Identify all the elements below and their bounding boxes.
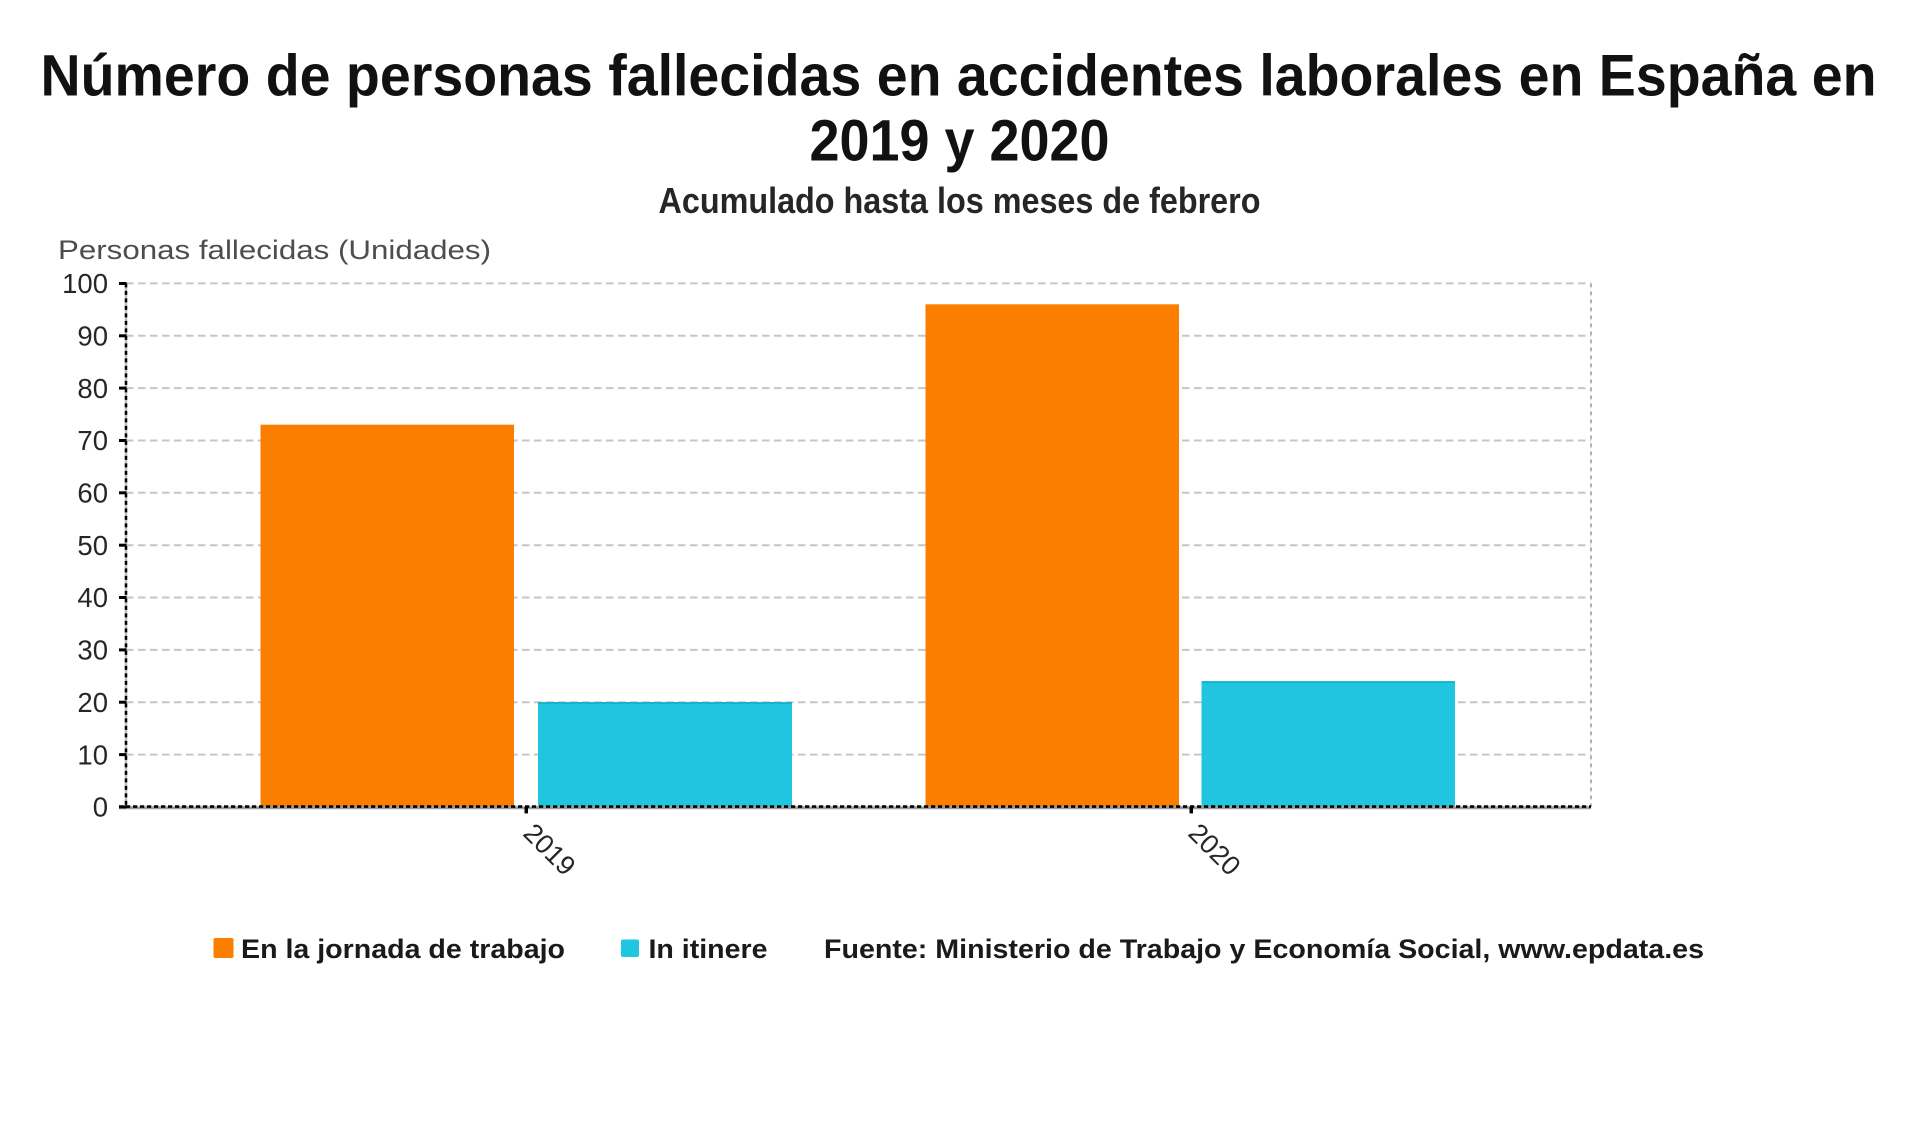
svg-text:20: 20 bbox=[77, 687, 108, 718]
svg-text:40: 40 bbox=[77, 582, 108, 613]
svg-text:50: 50 bbox=[77, 530, 108, 561]
svg-text:2019 y 2020: 2019 y 2020 bbox=[810, 109, 1110, 174]
svg-text:In itinere: In itinere bbox=[649, 934, 768, 964]
svg-text:0: 0 bbox=[93, 792, 108, 823]
svg-text:80: 80 bbox=[77, 373, 108, 404]
svg-text:En la jornada de trabajo: En la jornada de trabajo bbox=[241, 934, 565, 964]
svg-text:Fuente: Ministerio de Trabajo: Fuente: Ministerio de Trabajo y Economía… bbox=[824, 934, 1704, 964]
svg-text:10: 10 bbox=[77, 739, 108, 770]
svg-text:100: 100 bbox=[62, 268, 108, 299]
svg-text:90: 90 bbox=[77, 321, 108, 352]
svg-text:60: 60 bbox=[77, 478, 108, 509]
svg-text:30: 30 bbox=[77, 635, 108, 666]
svg-text:Personas fallecidas (Unidades): Personas fallecidas (Unidades) bbox=[58, 235, 491, 265]
svg-text:Número de personas fallecidas: Número de personas fallecidas en acciden… bbox=[41, 44, 1877, 109]
svg-text:Acumulado hasta los meses de f: Acumulado hasta los meses de febrero bbox=[659, 180, 1261, 221]
svg-text:70: 70 bbox=[77, 425, 108, 456]
